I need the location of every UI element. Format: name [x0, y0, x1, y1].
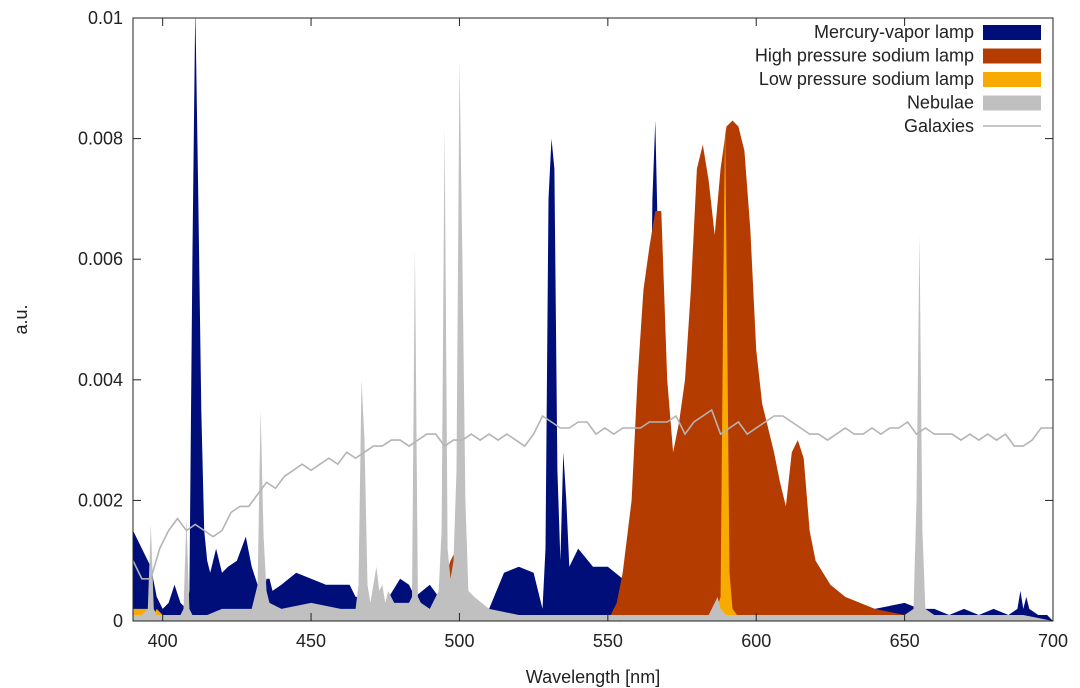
legend-label-high-pressure-sodium-lamp: High pressure sodium lamp — [755, 46, 974, 66]
y-axis-label: a.u. — [11, 304, 31, 334]
x-tick-label: 450 — [296, 631, 326, 651]
y-tick-label: 0.004 — [78, 370, 123, 390]
legend-swatch-mercury-vapor-lamp — [983, 25, 1041, 40]
x-tick-label: 700 — [1038, 631, 1068, 651]
plot-area — [133, 18, 1053, 621]
legend-label-galaxies: Galaxies — [904, 116, 974, 136]
plot-frame — [132, 17, 1054, 622]
x-tick-label: 600 — [741, 631, 771, 651]
legend-swatch-high-pressure-sodium-lamp — [983, 48, 1041, 64]
legend: Mercury-vapor lamp High pressure sodium l… — [755, 22, 1041, 136]
x-tick-label: 550 — [593, 631, 623, 651]
legend-swatch-nebulae — [983, 95, 1041, 111]
x-axis-label: Wavelength [nm] — [526, 667, 660, 687]
legend-label-low-pressure-sodium-lamp: Low pressure sodium lamp — [759, 69, 974, 89]
y-tick-label: 0.01 — [88, 8, 123, 28]
x-tick-label: 400 — [148, 631, 178, 651]
x-tick-label: 500 — [444, 631, 474, 651]
legend-label-mercury-vapor-lamp: Mercury-vapor lamp — [814, 22, 974, 42]
legend-label-nebulae: Nebulae — [907, 93, 974, 113]
legend-swatch-low-pressure-sodium-lamp — [983, 72, 1041, 87]
y-tick-label: 0.008 — [78, 129, 123, 149]
y-tick-label: 0.006 — [78, 249, 123, 269]
axes: 400 450 500 550 600 650 700 0 0.002 0.004 0.006 0.0… — [78, 8, 1068, 651]
y-tick-label: 0.002 — [78, 490, 123, 510]
series-area-nebulae — [133, 60, 1053, 621]
y-tick-label: 0 — [113, 611, 123, 631]
series-area-low-pressure-sodium-lamp — [133, 120, 1053, 621]
x-tick-label: 650 — [890, 631, 920, 651]
series-area-high-pressure-sodium-lamp — [429, 120, 1053, 621]
series-line-galaxies — [133, 408, 1053, 580]
